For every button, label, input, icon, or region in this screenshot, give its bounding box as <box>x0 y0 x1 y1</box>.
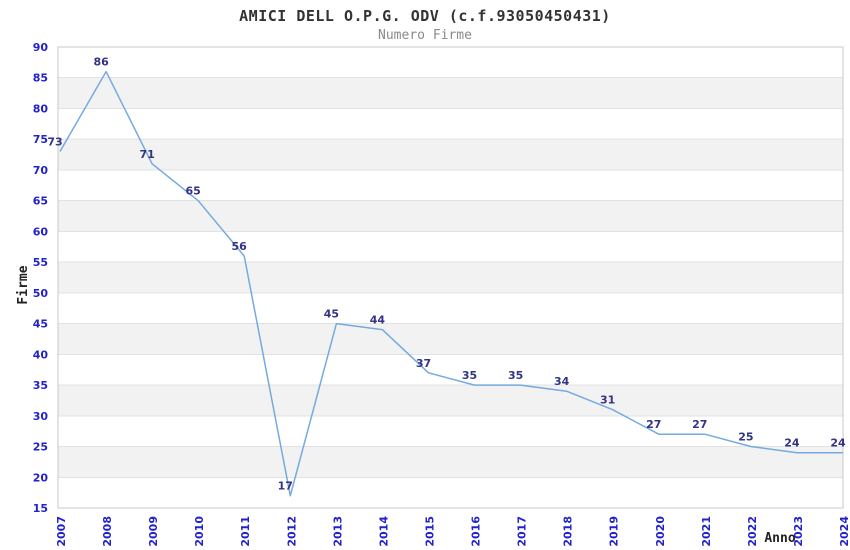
plot-band <box>58 323 843 355</box>
x-axis-tick-label: 2020 <box>654 516 667 547</box>
data-label: 27 <box>646 418 661 431</box>
plot-band <box>58 200 843 232</box>
y-axis-tick-label: 75 <box>33 133 48 146</box>
data-label: 35 <box>508 369 523 382</box>
data-label: 24 <box>784 437 800 450</box>
data-label: 37 <box>416 357 431 370</box>
x-axis-tick-label: 2019 <box>608 516 621 547</box>
x-axis-tick-label: 2022 <box>746 516 759 547</box>
x-axis-tick-label: 2012 <box>285 516 298 547</box>
data-label: 73 <box>47 136 62 149</box>
plot-band <box>58 77 843 109</box>
x-axis-tick-label: 2018 <box>562 516 575 547</box>
y-axis-tick-label: 70 <box>33 164 49 177</box>
data-label: 31 <box>600 394 615 407</box>
data-label: 71 <box>139 148 154 161</box>
x-axis-tick-label: 2014 <box>377 516 390 547</box>
y-axis-tick-label: 40 <box>33 348 49 361</box>
y-axis-tick-label: 45 <box>33 318 48 331</box>
y-axis-title: Firme <box>16 265 31 304</box>
y-axis-tick-label: 35 <box>33 379 48 392</box>
data-label: 27 <box>692 418 707 431</box>
y-axis-tick-label: 65 <box>33 195 48 208</box>
data-label: 34 <box>554 375 570 388</box>
series-line <box>59 70 843 497</box>
x-axis-tick-label: 2017 <box>516 516 529 547</box>
x-axis-tick-label: 2015 <box>424 516 437 547</box>
x-axis-tick-label: 2021 <box>700 516 713 547</box>
y-axis-tick-label: 20 <box>33 471 49 484</box>
y-axis-tick-label: 30 <box>33 410 49 423</box>
y-axis-tick-label: 55 <box>33 256 48 269</box>
x-axis-title: Anno <box>764 531 795 546</box>
y-axis-tick-label: 25 <box>33 441 48 454</box>
data-label: 56 <box>232 240 248 253</box>
plot-band <box>58 446 843 478</box>
x-axis-tick-label: 2016 <box>470 516 483 547</box>
chart-title: AMICI DELL O.P.G. ODV (c.f.93050450431) <box>239 7 611 25</box>
data-label: 45 <box>324 308 339 321</box>
x-axis-tick-label: 2013 <box>331 516 344 547</box>
data-label: 65 <box>186 185 201 198</box>
x-axis-tick-label: 2011 <box>239 516 252 547</box>
chart-subtitle: Numero Firme <box>378 28 472 43</box>
data-label: 35 <box>462 369 477 382</box>
data-label: 17 <box>278 480 293 493</box>
data-label: 24 <box>830 437 846 450</box>
x-axis-tick-label: 2010 <box>193 516 206 547</box>
data-label: 25 <box>738 431 753 444</box>
plot-band <box>58 385 843 416</box>
data-label: 44 <box>370 314 386 327</box>
y-axis-tick-label: 15 <box>33 502 48 515</box>
x-axis-tick-label: 2008 <box>101 516 114 547</box>
y-axis-tick-label: 85 <box>33 72 48 85</box>
plot-frame <box>57 46 844 509</box>
data-label: 86 <box>93 56 109 69</box>
x-axis-tick-label: 2024 <box>838 516 850 547</box>
y-axis-tick-label: 90 <box>33 41 49 54</box>
x-axis-tick-label: 2023 <box>792 516 805 547</box>
x-axis-tick-label: 2009 <box>147 516 160 547</box>
x-axis-tick-label: 2007 <box>55 516 68 547</box>
y-axis-tick-label: 80 <box>33 102 49 115</box>
y-axis-tick-label: 60 <box>33 225 49 238</box>
plot-band <box>58 139 843 170</box>
y-axis-tick-label: 50 <box>33 287 49 300</box>
plot-band <box>58 262 843 293</box>
